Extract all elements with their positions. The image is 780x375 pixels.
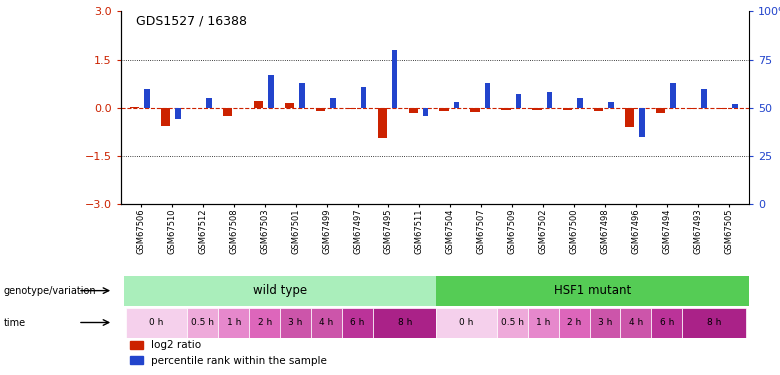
- Bar: [732, 104, 738, 108]
- Bar: [176, 108, 181, 119]
- Text: time: time: [4, 318, 26, 327]
- Bar: [316, 108, 325, 111]
- Bar: [423, 108, 428, 116]
- Bar: [532, 108, 541, 110]
- Bar: [346, 108, 356, 109]
- Bar: [218, 308, 250, 338]
- Text: 3 h: 3 h: [597, 318, 612, 327]
- Bar: [124, 276, 436, 306]
- Text: 8 h: 8 h: [398, 318, 412, 327]
- Bar: [311, 308, 342, 338]
- Bar: [656, 108, 665, 112]
- Bar: [223, 108, 232, 116]
- Text: 4 h: 4 h: [629, 318, 643, 327]
- Text: GDS1527 / 16388: GDS1527 / 16388: [136, 15, 247, 28]
- Text: 0 h: 0 h: [459, 318, 473, 327]
- Bar: [577, 98, 583, 108]
- Bar: [590, 308, 620, 338]
- Bar: [620, 308, 651, 338]
- Text: wild type: wild type: [254, 284, 307, 297]
- Bar: [563, 108, 573, 110]
- Bar: [285, 103, 294, 108]
- Bar: [625, 108, 634, 127]
- Bar: [378, 108, 387, 138]
- Bar: [254, 101, 263, 108]
- Text: 6 h: 6 h: [350, 318, 365, 327]
- Bar: [670, 83, 675, 108]
- Bar: [130, 107, 140, 108]
- Text: 6 h: 6 h: [660, 318, 674, 327]
- Bar: [547, 92, 552, 108]
- Text: 1 h: 1 h: [536, 318, 551, 327]
- Bar: [392, 50, 398, 108]
- Bar: [527, 308, 558, 338]
- Bar: [484, 83, 490, 108]
- Bar: [687, 108, 697, 109]
- Bar: [361, 87, 367, 108]
- Bar: [330, 98, 335, 108]
- Text: genotype/variation: genotype/variation: [4, 286, 97, 296]
- Bar: [470, 108, 480, 112]
- Bar: [436, 276, 749, 306]
- Bar: [280, 308, 311, 338]
- Bar: [454, 102, 459, 108]
- Text: 2 h: 2 h: [567, 318, 581, 327]
- Text: 2 h: 2 h: [257, 318, 272, 327]
- Bar: [299, 83, 305, 108]
- Text: HSF1 mutant: HSF1 mutant: [554, 284, 631, 297]
- Bar: [206, 98, 212, 108]
- Bar: [250, 308, 280, 338]
- Bar: [126, 308, 187, 338]
- Bar: [640, 108, 645, 137]
- Text: 0 h: 0 h: [149, 318, 164, 327]
- Bar: [558, 308, 590, 338]
- Bar: [436, 308, 497, 338]
- Bar: [268, 75, 274, 108]
- Bar: [409, 108, 418, 112]
- Bar: [144, 88, 150, 108]
- Text: 8 h: 8 h: [707, 318, 722, 327]
- Bar: [701, 88, 707, 108]
- Text: 0.5 h: 0.5 h: [501, 318, 523, 327]
- Legend: log2 ratio, percentile rank within the sample: log2 ratio, percentile rank within the s…: [126, 336, 332, 370]
- Bar: [439, 108, 448, 111]
- Bar: [682, 308, 746, 338]
- Bar: [594, 108, 604, 111]
- Text: 1 h: 1 h: [227, 318, 241, 327]
- Bar: [373, 308, 436, 338]
- Bar: [608, 102, 614, 108]
- Bar: [342, 308, 373, 338]
- Bar: [516, 94, 521, 108]
- Bar: [497, 308, 527, 338]
- Text: 0.5 h: 0.5 h: [191, 318, 214, 327]
- Bar: [651, 308, 682, 338]
- Bar: [187, 308, 218, 338]
- Bar: [502, 108, 511, 110]
- Bar: [161, 108, 170, 126]
- Bar: [718, 108, 727, 109]
- Text: 4 h: 4 h: [320, 318, 334, 327]
- Text: 3 h: 3 h: [289, 318, 303, 327]
